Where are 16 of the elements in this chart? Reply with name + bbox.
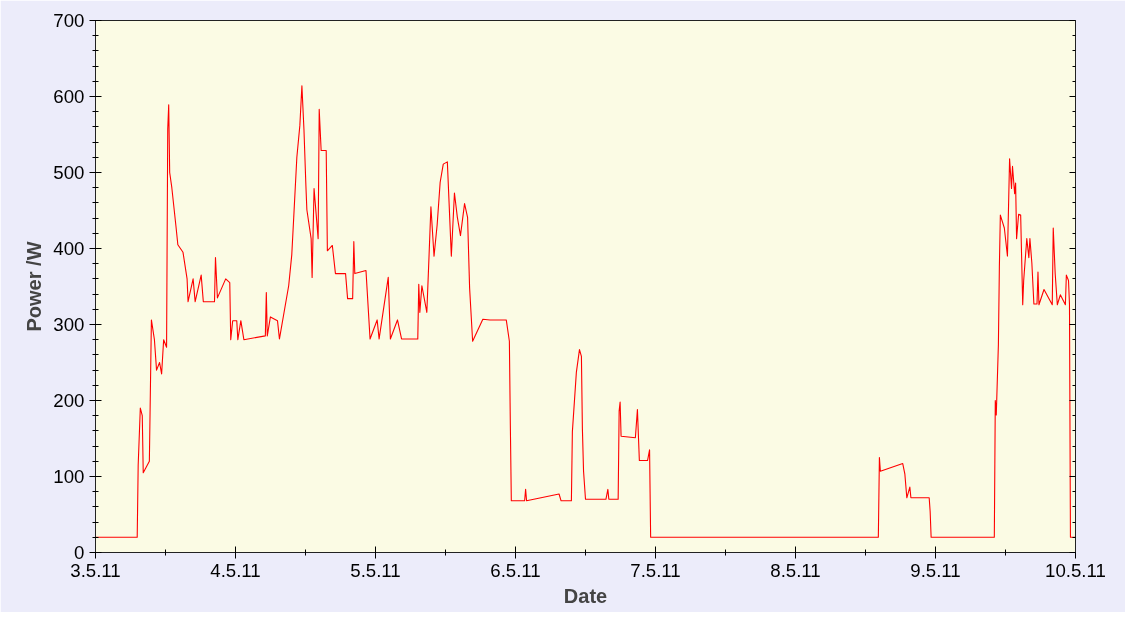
x-tick-label: 4.5.11 <box>210 559 261 581</box>
y-tick-label: 100 <box>53 466 85 487</box>
x-axis-title: Date <box>563 584 608 607</box>
y-tick-label: 300 <box>53 314 85 335</box>
y-tick-label: 600 <box>53 86 85 107</box>
x-tick-label: 7.5.11 <box>630 559 681 581</box>
y-tick-label: 400 <box>53 238 85 259</box>
x-tick-label: 10.5.11 <box>1045 559 1106 581</box>
x-tick-label: 5.5.11 <box>350 559 401 581</box>
y-tick-label: 700 <box>53 10 85 31</box>
x-tick-label: 6.5.11 <box>490 559 541 581</box>
y-tick-label: 500 <box>53 162 85 183</box>
x-tick-label: 8.5.11 <box>770 559 821 581</box>
x-tick-label: 9.5.11 <box>910 559 961 581</box>
y-tick-label: 200 <box>53 390 85 411</box>
y-axis-title: Power /W <box>23 241 46 332</box>
